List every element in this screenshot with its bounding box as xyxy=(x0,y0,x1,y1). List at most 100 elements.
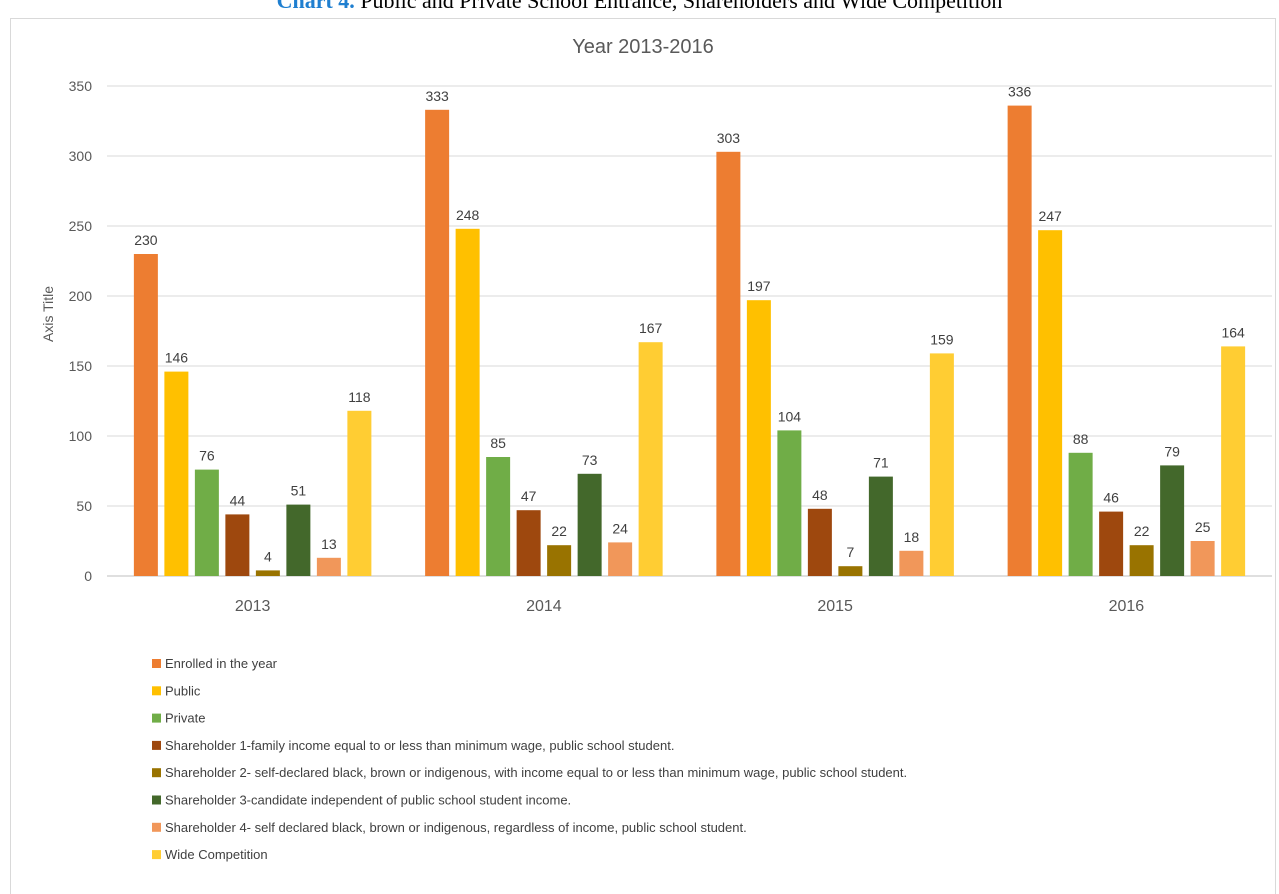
bar xyxy=(164,371,189,576)
data-label: 88 xyxy=(1073,431,1089,447)
legend-label: Enrolled in the year xyxy=(165,656,278,671)
y-tick-label: 250 xyxy=(69,218,93,234)
legend-swatch xyxy=(152,850,161,860)
y-tick-label: 0 xyxy=(84,568,92,584)
bar xyxy=(255,570,280,576)
bar xyxy=(1160,465,1185,576)
data-label: 85 xyxy=(490,435,506,451)
bar xyxy=(608,542,633,576)
bar xyxy=(899,550,924,576)
caption-text: Public and Private School Entrance, Shar… xyxy=(360,0,1003,13)
legend-swatch xyxy=(152,740,161,750)
bar xyxy=(777,430,802,576)
data-label: 71 xyxy=(873,455,889,471)
data-label: 4 xyxy=(264,548,272,564)
bar xyxy=(577,473,602,576)
legend-label: Public xyxy=(165,683,201,698)
x-tick-label: 2016 xyxy=(1109,598,1145,615)
caption-label: Chart 4. xyxy=(276,0,355,13)
data-label: 18 xyxy=(904,529,920,545)
data-labels: 2301467644451131183332488547227324167303… xyxy=(134,84,1245,565)
legend-swatch xyxy=(152,713,161,723)
legend-label: Shareholder 1-family income equal to or … xyxy=(165,738,674,753)
y-tick-label: 50 xyxy=(76,498,92,514)
data-label: 247 xyxy=(1038,208,1062,224)
bar xyxy=(316,557,341,576)
bar xyxy=(225,514,250,576)
data-label: 25 xyxy=(1195,519,1211,535)
bar xyxy=(347,410,372,576)
legend-label: Wide Competition xyxy=(165,847,268,862)
data-label: 13 xyxy=(321,536,337,552)
y-tick-label: 300 xyxy=(69,148,93,164)
legend-swatch xyxy=(152,795,161,805)
data-label: 146 xyxy=(165,350,189,366)
bar xyxy=(1190,541,1215,576)
data-label: 22 xyxy=(551,523,567,539)
legend-swatch xyxy=(152,822,161,832)
y-tick-label: 150 xyxy=(69,358,93,374)
legend: Enrolled in the year Public Private Shareho… xyxy=(152,656,907,862)
data-label: 230 xyxy=(134,232,158,248)
bar xyxy=(746,300,771,576)
data-label: 248 xyxy=(456,207,480,223)
bar xyxy=(194,469,219,576)
x-tick-label: 2015 xyxy=(817,598,853,615)
data-label: 22 xyxy=(1134,523,1150,539)
data-label: 24 xyxy=(612,520,628,536)
x-axis-ticks: 2013 2014 2015 2016 xyxy=(235,598,1144,615)
data-label: 76 xyxy=(199,448,215,464)
bar xyxy=(425,109,450,577)
legend-label: Shareholder 2- self-declared black, brow… xyxy=(165,765,907,780)
bar xyxy=(1221,346,1246,576)
bar xyxy=(929,353,954,576)
y-axis-title: Axis Title xyxy=(40,286,56,342)
x-tick-label: 2013 xyxy=(235,598,271,615)
data-label: 48 xyxy=(812,487,828,503)
legend-label: Shareholder 4- self declared black, brow… xyxy=(165,820,747,835)
y-axis-ticks: 0 50 100 150 200 250 300 350 xyxy=(69,78,93,584)
legend-swatch xyxy=(152,659,161,668)
chart-title: Year 2013-2016 xyxy=(572,36,714,58)
bar xyxy=(1068,452,1093,576)
x-tick-label: 2014 xyxy=(526,598,562,615)
data-label: 73 xyxy=(582,452,598,468)
y-tick-label: 100 xyxy=(69,428,93,444)
bar xyxy=(1007,105,1032,576)
legend-swatch xyxy=(152,686,161,696)
data-label: 104 xyxy=(778,408,802,424)
bar xyxy=(286,504,311,576)
bars xyxy=(133,105,1246,577)
data-label: 7 xyxy=(846,544,854,560)
chart-frame xyxy=(10,18,1276,894)
data-label: 197 xyxy=(747,278,771,294)
data-label: 51 xyxy=(291,483,307,499)
figure-caption: Chart 4. Public and Private School Entra… xyxy=(0,0,1279,14)
gridlines xyxy=(107,85,1272,577)
bar xyxy=(516,510,541,576)
data-label: 47 xyxy=(521,488,537,504)
legend-label: Private xyxy=(165,711,205,726)
bar xyxy=(1099,511,1124,576)
y-tick-label: 200 xyxy=(69,288,93,304)
data-label: 79 xyxy=(1164,443,1180,459)
bar xyxy=(638,342,663,576)
bar xyxy=(1038,230,1063,576)
data-label: 118 xyxy=(348,389,371,405)
data-label: 159 xyxy=(930,331,954,347)
data-label: 164 xyxy=(1221,324,1245,340)
bar xyxy=(838,566,863,576)
bar xyxy=(547,545,572,576)
data-label: 333 xyxy=(425,88,449,104)
data-label: 167 xyxy=(639,320,663,336)
bar xyxy=(1129,545,1154,576)
bar xyxy=(716,151,741,577)
legend-label: Shareholder 3-candidate independent of p… xyxy=(165,793,571,808)
data-label: 336 xyxy=(1008,84,1032,100)
bar xyxy=(807,508,832,576)
legend-swatch xyxy=(152,768,161,778)
data-label: 46 xyxy=(1103,490,1119,506)
data-label: 303 xyxy=(717,130,741,146)
bar xyxy=(486,457,511,576)
